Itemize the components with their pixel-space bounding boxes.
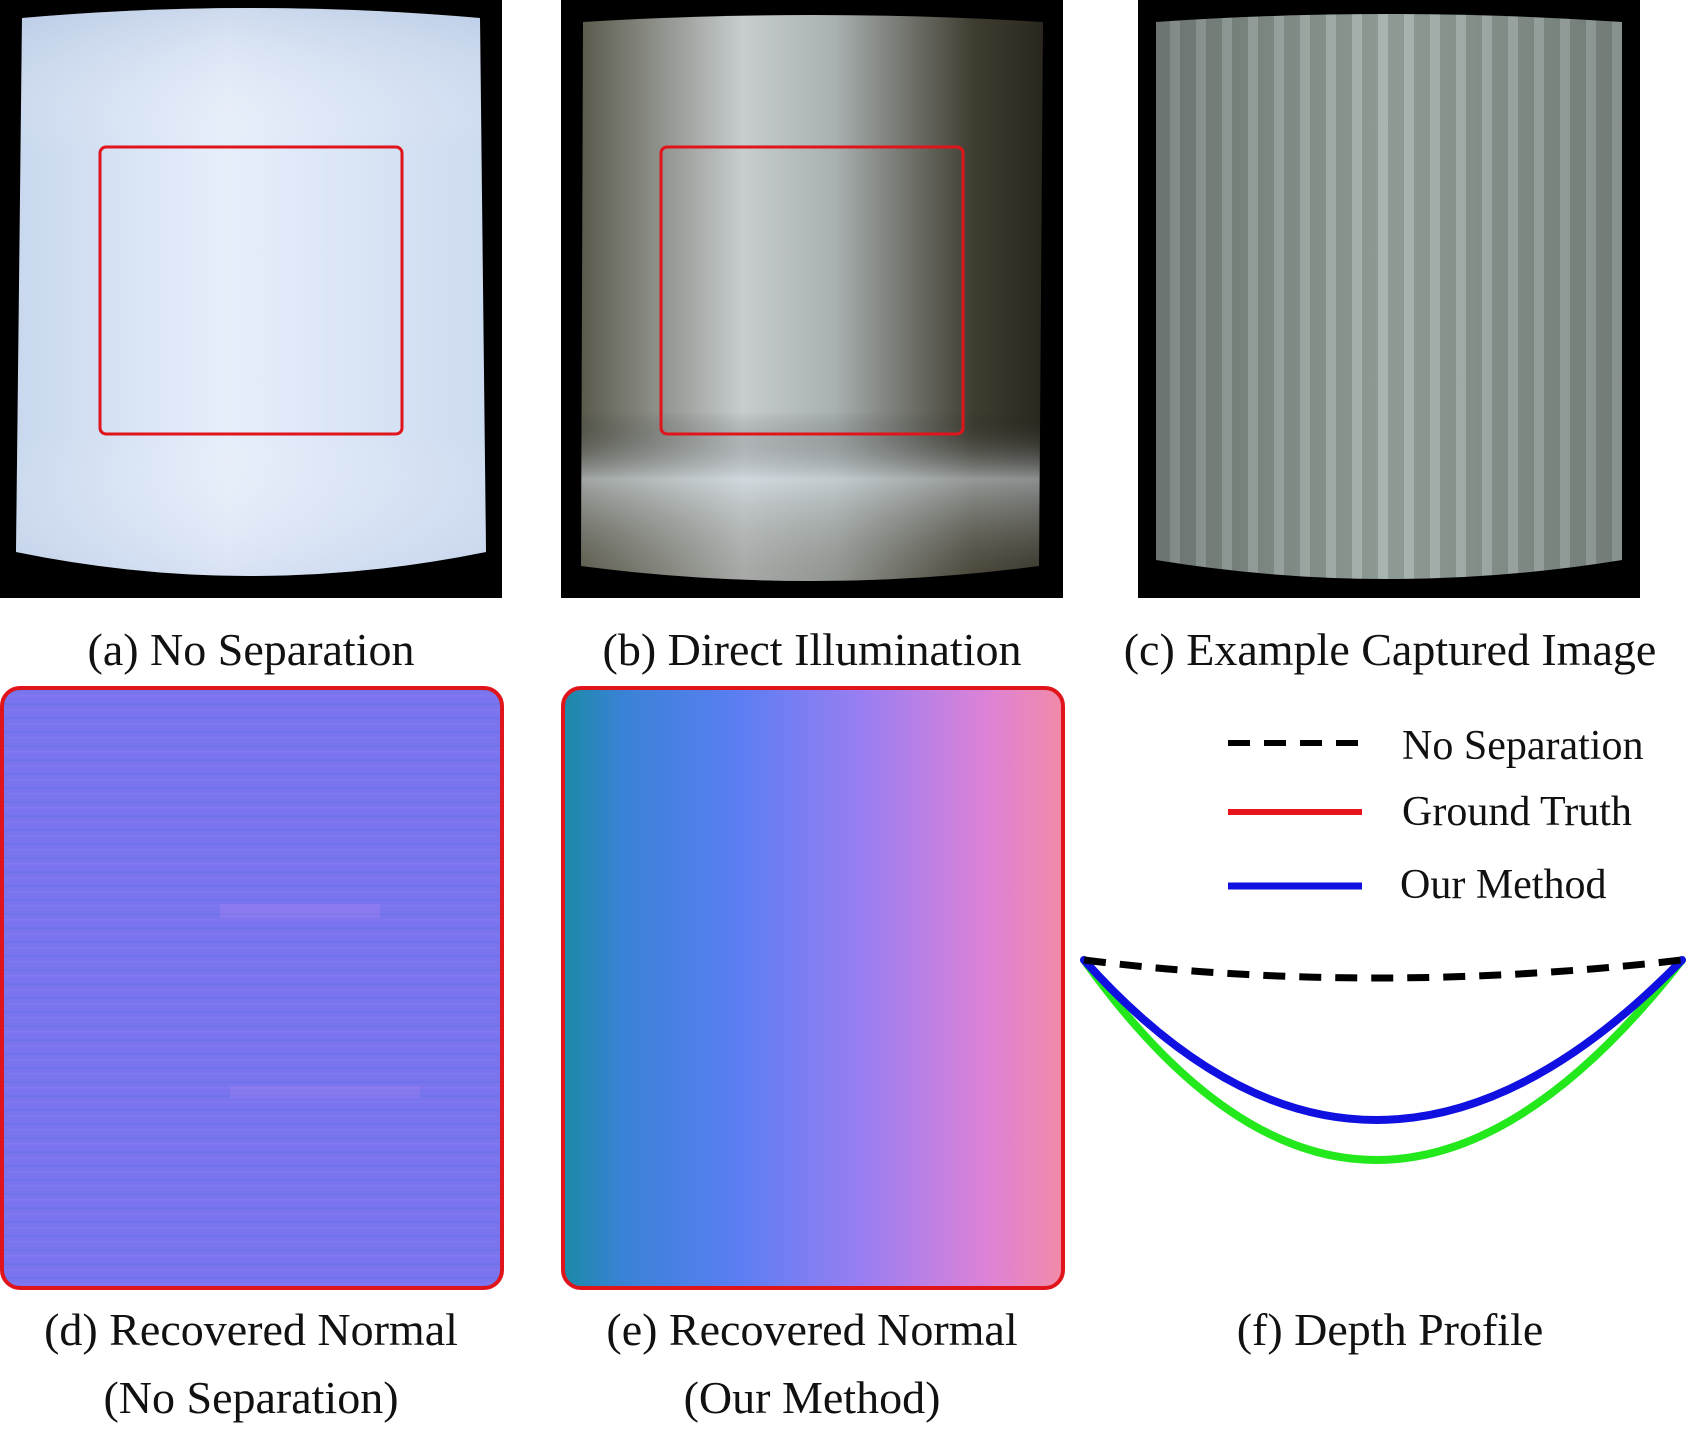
panel-a-no-separation-image — [0, 0, 502, 598]
panel-a-caption: (a) No Separation — [87, 624, 415, 675]
ground-truth-curve — [1080, 956, 1686, 1164]
panel-d-caption-line2: (No Separation) — [103, 1372, 399, 1423]
panel-b-direct-illumination-image — [561, 0, 1063, 598]
panel-c-captured-image — [1138, 0, 1640, 598]
legend-label-ground-truth: Ground Truth — [1402, 789, 1632, 835]
panel-a-roi-box — [98, 145, 404, 436]
panel-f-depth-profile-plot — [1070, 940, 1696, 1260]
panel-e-caption-line1: (e) Recovered Normal — [606, 1304, 1018, 1355]
our-method-curve — [1080, 956, 1686, 1124]
panel-b-roi-box — [659, 145, 965, 436]
panel-c-caption: (c) Example Captured Image — [1123, 624, 1657, 675]
legend-swatch-no-separation — [1228, 740, 1362, 746]
legend-label-our-method: Our Method — [1400, 862, 1607, 908]
panel-b-caption: (b) Direct Illumination — [602, 624, 1022, 675]
legend-label-no-separation: No Separation — [1402, 723, 1644, 769]
panel-f-caption: (f) Depth Profile — [1236, 1304, 1544, 1355]
panel-e-caption-line2: (Our Method) — [683, 1372, 941, 1423]
panel-d-caption-line1: (d) Recovered Normal — [44, 1304, 458, 1355]
no-separation-curve — [1083, 956, 1683, 982]
legend-swatch-ground-truth — [1228, 809, 1362, 815]
panel-d-normal-map-no-separation — [0, 686, 504, 1290]
legend-swatch-our-method — [1228, 882, 1362, 890]
panel-e-normal-map-our-method — [561, 686, 1065, 1290]
